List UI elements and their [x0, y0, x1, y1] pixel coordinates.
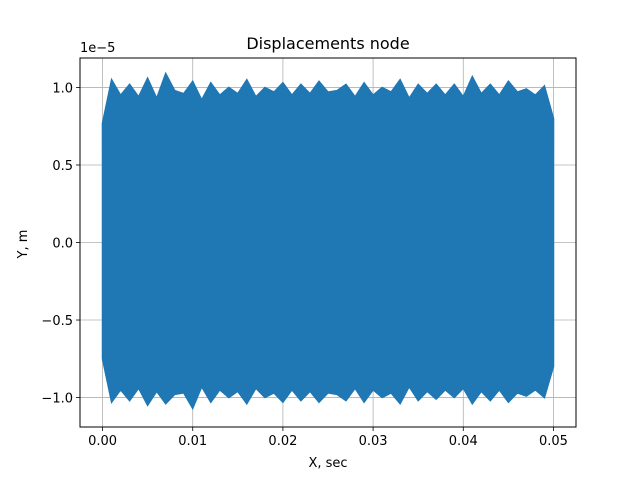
x-tick-label: 0.01 [178, 434, 207, 449]
x-tick-label: 0.04 [449, 434, 478, 449]
x-tick-label: 0.00 [88, 434, 117, 449]
y-tick-label: −0.5 [41, 314, 73, 329]
series-line [101, 73, 555, 408]
y-offset-label: 1e−5 [80, 41, 115, 56]
series-layer [101, 71, 555, 411]
y-tick-label: −1.0 [41, 392, 73, 407]
y-tick-label: 1.0 [52, 81, 73, 96]
y-tick-label: 0.0 [52, 237, 73, 252]
x-axis-ticks: 0.00 0.01 0.02 0.03 0.04 0.05 [88, 427, 568, 449]
y-axis-label: Y, m [16, 230, 31, 260]
x-tick-label: 0.02 [268, 434, 297, 449]
x-axis-label: X, sec [308, 456, 347, 471]
chart-title: Displacements node [246, 34, 409, 53]
x-tick-label: 0.05 [539, 434, 568, 449]
y-axis-ticks: −1.0 −0.5 0.0 0.5 1.0 [41, 81, 80, 407]
x-tick-label: 0.03 [359, 434, 388, 449]
y-tick-label: 0.5 [52, 159, 73, 174]
